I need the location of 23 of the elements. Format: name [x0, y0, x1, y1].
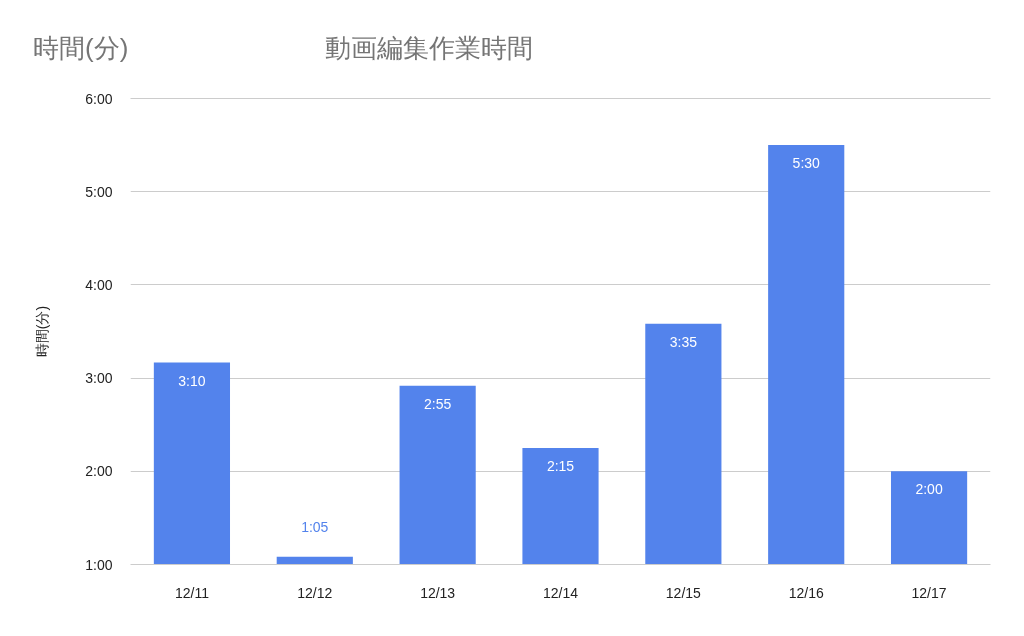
x-tick-label: 12/15: [665, 584, 702, 601]
chart-title: 動画編集作業時間: [325, 33, 533, 63]
y-tick-label: 2:00: [85, 463, 113, 480]
data-label: 2:15: [546, 458, 575, 474]
y-tick-label: 5:00: [85, 183, 113, 200]
y-axis-title: 時間(分): [34, 305, 51, 358]
data-label: 3:10: [178, 372, 206, 389]
y-tick-label: 6:00: [85, 90, 113, 107]
x-tick-label: 12/16: [788, 584, 824, 601]
data-label: 5:30: [792, 155, 821, 172]
x-tick-label: 12/14: [542, 584, 579, 601]
y-tick-label: 4:00: [85, 276, 113, 293]
x-tick-label: 12/11: [174, 584, 210, 601]
data-label: 3:35: [669, 333, 698, 350]
y-tick-label: 1:00: [85, 556, 113, 573]
x-tick-label: 12/12: [297, 584, 333, 601]
data-label: 2:00: [915, 481, 943, 498]
text: 時間(分): [33, 33, 129, 63]
data-label: 1:05: [301, 518, 329, 535]
data-label: 2:55: [424, 395, 452, 412]
y-tick-label: 3:00: [85, 370, 113, 387]
x-tick-label: 12/17: [911, 584, 947, 601]
x-tick-label: 12/13: [420, 584, 456, 601]
